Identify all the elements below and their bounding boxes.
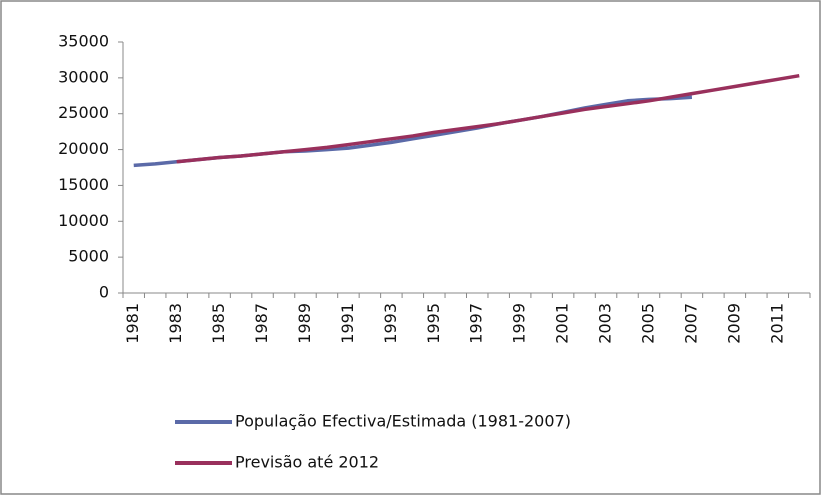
x-tick-label: 1987 [252,303,271,344]
y-tick-label: 35000 [58,32,109,51]
y-tick-label: 0 [99,283,109,302]
x-tick-label: 1981 [123,303,142,344]
x-tick-label: 1989 [295,303,314,344]
x-tick-label: 2005 [638,303,657,344]
x-tick-label: 1997 [467,303,486,344]
x-tick-label: 1991 [338,303,357,344]
y-tick-label: 15000 [58,175,109,194]
legend-label: Previsão até 2012 [235,453,379,472]
y-tick-label: 20000 [58,139,109,158]
x-tick-label: 2003 [596,303,615,344]
x-tick-label: 1999 [510,303,529,344]
y-tick-label: 25000 [58,103,109,122]
x-tick-label: 2007 [681,303,700,344]
x-tick-label: 1983 [166,303,185,344]
x-tick-label: 2009 [724,303,743,344]
x-tick-label: 1993 [381,303,400,344]
y-tick-label: 5000 [68,247,109,266]
x-tick-label: 2011 [767,303,786,344]
series-line [176,73,800,164]
legend-label: População Efectiva/Estimada (1981-2007) [235,412,571,431]
x-tick-label: 1985 [209,303,228,344]
x-tick-label: 2001 [553,303,572,344]
y-tick-label: 10000 [58,211,109,230]
x-tick-label: 1995 [424,303,443,344]
y-tick-label: 30000 [58,67,109,86]
